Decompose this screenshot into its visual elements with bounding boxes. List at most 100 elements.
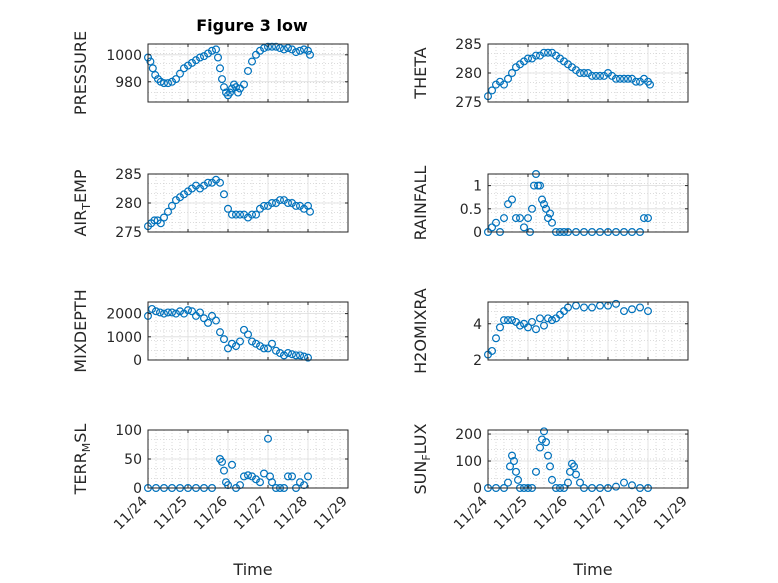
- data-point: [492, 218, 501, 227]
- data-point: [541, 438, 550, 447]
- data-point: [284, 472, 293, 481]
- data-point: [196, 308, 205, 317]
- data-point: [284, 44, 293, 53]
- data-point: [523, 54, 532, 63]
- data-point: [196, 53, 205, 62]
- data-point: [510, 457, 519, 466]
- data-point: [216, 178, 225, 187]
- y-tick-label: 50: [124, 452, 142, 468]
- data-point: [232, 83, 241, 92]
- y-axis-label: RAINFALL: [411, 166, 430, 241]
- y-tick-label: 200: [455, 427, 482, 443]
- subplot-4: 0 0.5 1 RAINFALL: [411, 166, 689, 241]
- y-tick-label: 280: [115, 196, 142, 212]
- y-tick-label: 0: [473, 481, 482, 497]
- data-point: [645, 80, 654, 89]
- data-point: [513, 475, 522, 484]
- y-tick-label: 285: [455, 37, 482, 53]
- data-point: [256, 46, 265, 55]
- data-point: [212, 316, 221, 325]
- data-point: [575, 68, 584, 77]
- data-point: [244, 471, 253, 480]
- data-point: [545, 462, 554, 471]
- data-point: [204, 178, 213, 187]
- data-point: [160, 213, 169, 222]
- data-point: [204, 318, 213, 327]
- data-point: [545, 209, 554, 218]
- data-point: [292, 48, 301, 57]
- data-point: [575, 478, 584, 487]
- data-point: [506, 462, 515, 471]
- data-point: [164, 79, 173, 88]
- data-point: [228, 460, 237, 469]
- data-point: [539, 321, 548, 330]
- data-point: [539, 200, 548, 209]
- data-point: [547, 218, 556, 227]
- subplot-3: 275 280 285 AIRTEMP: [71, 167, 349, 241]
- data-point: [619, 307, 628, 316]
- data-point: [543, 48, 552, 57]
- y-tick-label: 0: [473, 225, 482, 241]
- data-point: [256, 342, 265, 351]
- data-point: [587, 71, 596, 80]
- data-point: [148, 64, 157, 73]
- data-point: [192, 56, 201, 65]
- data-point: [508, 316, 517, 325]
- data-point: [306, 207, 315, 216]
- data-point: [539, 48, 548, 57]
- data-point: [264, 42, 273, 51]
- data-point: [224, 344, 233, 353]
- data-point: [160, 309, 169, 318]
- data-point: [543, 451, 552, 460]
- y-tick-label: 280: [455, 66, 482, 82]
- axes-box: [147, 301, 349, 361]
- data-point: [168, 308, 177, 317]
- y-tick-label: 275: [455, 95, 482, 111]
- data-point: [252, 50, 261, 59]
- data-point: [184, 306, 193, 315]
- y-axis-label: SUNFLUX: [411, 423, 433, 494]
- data-point: [284, 199, 293, 208]
- y-axis-label: AIRTEMP: [71, 169, 93, 236]
- data-point: [523, 214, 532, 223]
- data-point: [292, 351, 301, 360]
- data-point: [547, 316, 556, 325]
- data-point: [292, 201, 301, 210]
- data-point: [156, 219, 165, 228]
- data-point: [537, 435, 546, 444]
- y-tick-label: 4: [473, 317, 482, 333]
- x-tick-label: 11/24: [451, 493, 491, 533]
- data-point: [569, 462, 578, 471]
- data-point: [240, 80, 249, 89]
- data-point: [280, 351, 289, 360]
- data-point: [184, 61, 193, 70]
- data-point: [188, 58, 197, 67]
- data-point: [504, 74, 513, 83]
- data-point: [547, 475, 556, 484]
- data-point: [220, 190, 229, 199]
- data-point: [508, 451, 517, 460]
- subplot-5: 0 1000 2000 MIXDEPTH: [71, 289, 349, 373]
- data-point: [160, 79, 169, 88]
- data-point: [288, 472, 297, 481]
- data-point: [537, 195, 546, 204]
- data-point: [529, 181, 538, 190]
- data-point: [276, 349, 285, 358]
- data-point: [571, 470, 580, 479]
- x-axis-label: Time: [232, 560, 272, 579]
- data-point: [492, 334, 501, 343]
- data-point: [500, 80, 509, 89]
- x-tick-label: 11/24: [111, 493, 151, 533]
- data-point: [296, 46, 305, 55]
- data-point: [619, 74, 628, 83]
- data-point: [268, 199, 277, 208]
- x-tick-label: 11/26: [191, 493, 231, 533]
- axes-box: [487, 301, 689, 361]
- data-point: [268, 42, 277, 51]
- data-point: [234, 88, 243, 97]
- y-axis-label: H2OMIXRA: [411, 288, 430, 374]
- data-point: [236, 337, 245, 346]
- y-tick-label: 0: [133, 353, 142, 369]
- data-point: [539, 427, 548, 436]
